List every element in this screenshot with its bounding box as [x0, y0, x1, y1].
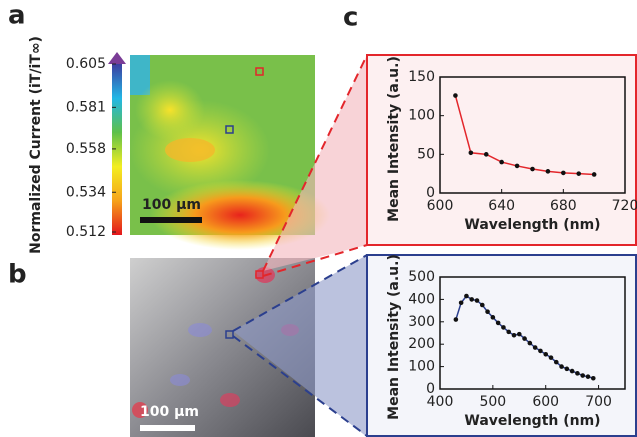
data-point — [591, 172, 597, 177]
scale-label: 100 µm — [142, 197, 201, 213]
y-tick-label: 200 — [408, 336, 435, 352]
data-point — [559, 364, 564, 369]
roi-blue — [225, 330, 234, 339]
scale-bar — [140, 217, 202, 223]
data-point — [527, 340, 533, 346]
data-point — [543, 351, 549, 357]
data-point — [506, 329, 512, 335]
y-tick-label: 300 — [408, 314, 435, 330]
colorbar-tick-label: 0.558 — [66, 141, 106, 157]
colorbar-tick-label: 0.534 — [66, 184, 106, 200]
data-point — [569, 368, 575, 374]
data-point — [483, 152, 489, 157]
x-tick-label: 640 — [488, 198, 515, 214]
chart-frame — [366, 54, 637, 246]
data-point — [501, 325, 506, 330]
y-tick-label: 400 — [408, 291, 435, 307]
data-point — [545, 169, 551, 174]
data-point — [548, 355, 554, 360]
data-point — [561, 170, 566, 176]
colorbar-label: Normalized Current (iT/iT∞) — [28, 36, 44, 254]
heatmap — [130, 55, 330, 250]
y-tick-label: 50 — [417, 146, 435, 162]
x-axis-label: Wavelength (nm) — [464, 413, 600, 429]
data-point — [580, 373, 586, 378]
data-point — [490, 315, 496, 320]
x-axis-label: Wavelength (nm) — [464, 217, 600, 233]
data-point — [464, 293, 469, 299]
x-tick-label: 680 — [550, 198, 577, 214]
data-point — [590, 375, 596, 381]
zoom-line — [262, 244, 368, 277]
data-point — [564, 366, 570, 372]
data-point — [538, 348, 543, 354]
x-tick-label: 500 — [479, 394, 506, 410]
y-tick-label: 0 — [426, 381, 435, 397]
data-point — [585, 374, 591, 379]
data-point — [495, 320, 501, 326]
panel-label: a — [8, 1, 26, 31]
zoom-line — [232, 335, 368, 437]
x-tick-label: 600 — [427, 198, 454, 214]
data-point — [511, 332, 517, 338]
data-point — [514, 163, 520, 169]
roi-red — [255, 67, 264, 76]
zoom-line — [262, 54, 368, 272]
y-tick-label: 150 — [408, 69, 435, 85]
roi-red — [255, 270, 264, 279]
y-tick-label: 100 — [408, 108, 435, 124]
data-point — [530, 166, 535, 172]
y-tick-label: 500 — [408, 269, 435, 285]
panel-label: b — [8, 260, 27, 290]
data-point — [576, 171, 582, 176]
data-point — [485, 309, 490, 315]
x-tick-label: 400 — [427, 394, 454, 410]
y-axis-label: Mean Intensity (a.u.) — [386, 56, 402, 222]
x-tick-label: 720 — [612, 198, 637, 214]
panel-label: c — [343, 3, 358, 33]
data-point — [469, 297, 475, 302]
colorbar-arrow — [108, 52, 126, 64]
colorbar-tick-label: 0.605 — [66, 56, 106, 72]
data-point — [575, 371, 580, 376]
chart-frame — [366, 254, 637, 437]
x-tick-label: 600 — [532, 394, 559, 410]
data-point — [553, 359, 559, 365]
colorbar-tick-label: 0.512 — [66, 224, 106, 240]
data-point — [474, 298, 480, 303]
y-tick-label: 100 — [408, 359, 435, 375]
y-tick-label: 0 — [426, 185, 435, 201]
colorbar-tick-label: 0.581 — [66, 99, 106, 115]
data-point — [453, 317, 459, 322]
plot-area — [439, 76, 626, 194]
data-point — [532, 345, 538, 350]
data-point — [522, 336, 527, 341]
zoom-wedge — [233, 255, 367, 437]
data-point — [458, 300, 464, 306]
data-point — [453, 93, 458, 98]
zoom-line — [232, 254, 368, 332]
plot-area — [439, 276, 626, 390]
scale-bar — [140, 425, 195, 431]
data-point — [516, 331, 522, 337]
zoom-wedge — [263, 55, 367, 271]
scale-label: 100 µm — [140, 404, 199, 420]
y-axis-label: Mean Intensity (a.u.) — [386, 254, 402, 420]
data-point — [468, 150, 474, 156]
data-point — [499, 159, 504, 165]
colorbar — [112, 64, 122, 235]
series-line — [454, 95, 595, 176]
data-point — [479, 302, 485, 308]
roi-blue — [225, 125, 234, 134]
x-tick-label: 700 — [585, 394, 612, 410]
